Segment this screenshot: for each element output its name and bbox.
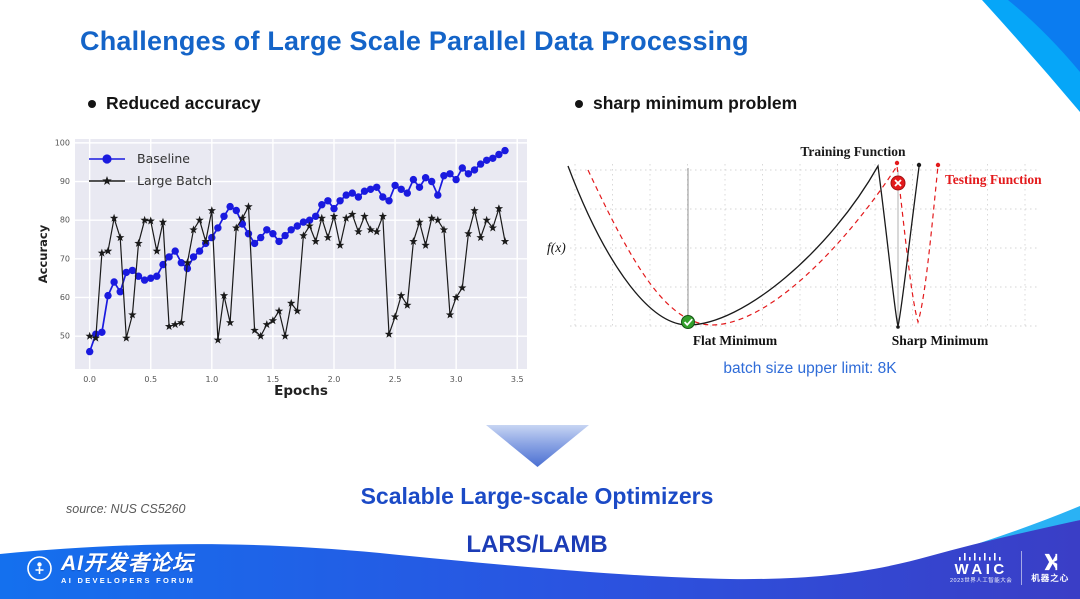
corner-decoration — [982, 0, 1080, 112]
waic-title: WAIC — [954, 560, 1008, 578]
svg-text:60: 60 — [60, 293, 70, 302]
minima-diagram-svg: Training Function Testing Function f(x) … — [547, 144, 1042, 348]
sharp-minimum-dot — [896, 325, 900, 329]
svg-text:70: 70 — [60, 254, 70, 263]
synced-logo: 机器之心 — [1031, 553, 1069, 583]
forum-subtitle: AI DEVELOPERS FORUM — [61, 576, 196, 585]
bullet-right-label: sharp minimum problem — [593, 93, 798, 113]
svg-text:1.0: 1.0 — [205, 375, 218, 384]
testing-function-curve — [587, 164, 939, 326]
batch-size-note: batch size upper limit: 8K — [723, 360, 897, 377]
page-title: Challenges of Large Scale Parallel Data … — [80, 26, 749, 56]
testing-function-label: Testing Function — [945, 172, 1042, 187]
sharp-minimum-label: Sharp Minimum — [892, 333, 989, 348]
svg-text:2.5: 2.5 — [389, 375, 402, 384]
testing-end-dot — [935, 162, 941, 168]
svg-text:3.5: 3.5 — [511, 375, 524, 384]
bullet-reduced-accuracy: Reduced accuracy — [88, 93, 261, 114]
svg-text:80: 80 — [60, 216, 70, 225]
training-function-curve — [567, 163, 920, 329]
waic-logo: WAIC 2023世界人工智能大会 — [950, 552, 1012, 585]
conclusion-optimizers: Scalable Large-scale Optimizers — [360, 483, 714, 509]
source-note: source: NUS CS5260 — [66, 502, 186, 516]
svg-text:Large Batch: Large Batch — [137, 173, 212, 188]
testing-peak-dot — [894, 160, 900, 166]
fx-axis-label: f(x) — [547, 240, 566, 255]
accuracy-chart: 50 60 70 80 90 100 0.0 0.5 1.0 1.5 2.0 2.5 3.0 3.5 Acc… — [35, 131, 535, 411]
svg-text:3.0: 3.0 — [450, 375, 463, 384]
svg-text:1.5: 1.5 — [267, 375, 280, 384]
svg-text:0.5: 0.5 — [144, 375, 157, 384]
waic-ticks-icon — [959, 552, 1001, 561]
footer-wave — [0, 506, 1080, 599]
svg-text:Accuracy: Accuracy — [36, 224, 50, 283]
svg-text:50: 50 — [60, 332, 70, 341]
down-arrow-icon — [486, 425, 589, 467]
bullet-left-label: Reduced accuracy — [106, 93, 261, 113]
forum-title: AI开发者论坛 — [61, 552, 194, 575]
svg-text:0.0: 0.0 — [83, 375, 96, 384]
waic-subtitle: 2023世界人工智能大会 — [950, 577, 1013, 584]
synced-logo-icon — [1044, 554, 1058, 571]
svg-text:Baseline: Baseline — [137, 151, 190, 166]
synced-title: 机器之心 — [1031, 573, 1070, 584]
corner-dark-shape — [1008, 0, 1080, 72]
bullet-dot-icon — [575, 99, 583, 108]
footer-blue-band — [0, 520, 1080, 599]
forum-logo: AI开发者论坛 AI DEVELOPERS FORUM — [26, 553, 195, 585]
footer-right-logos: WAIC 2023世界人工智能大会 机器之心 — [950, 551, 1069, 585]
conclusion-lars-lamb: LARS/LAMB — [466, 531, 608, 558]
sharp-minimum-x-icon — [890, 175, 906, 191]
minima-diagram: Training Function Testing Function f(x) … — [545, 136, 1045, 354]
svg-text:90: 90 — [60, 177, 70, 186]
training-function-label: Training Function — [800, 144, 906, 159]
flat-minimum-label: Flat Minimum — [693, 333, 778, 348]
forum-logo-icon — [27, 556, 52, 582]
svg-text:2.0: 2.0 — [328, 375, 341, 384]
bullet-dot-icon — [88, 99, 96, 108]
logo-divider — [1021, 551, 1023, 585]
svg-text:Epochs: Epochs — [274, 383, 328, 399]
training-peak-dot — [916, 162, 922, 168]
diagram-grid — [570, 164, 1037, 327]
accuracy-chart-svg: 50 60 70 80 90 100 0.0 0.5 1.0 1.5 2.0 2.5 3.0 3.5 Acc… — [36, 138, 527, 399]
bullet-sharp-minimum: sharp minimum problem — [575, 93, 797, 114]
svg-text:100: 100 — [55, 138, 70, 147]
flat-minimum-check-icon — [681, 315, 695, 329]
